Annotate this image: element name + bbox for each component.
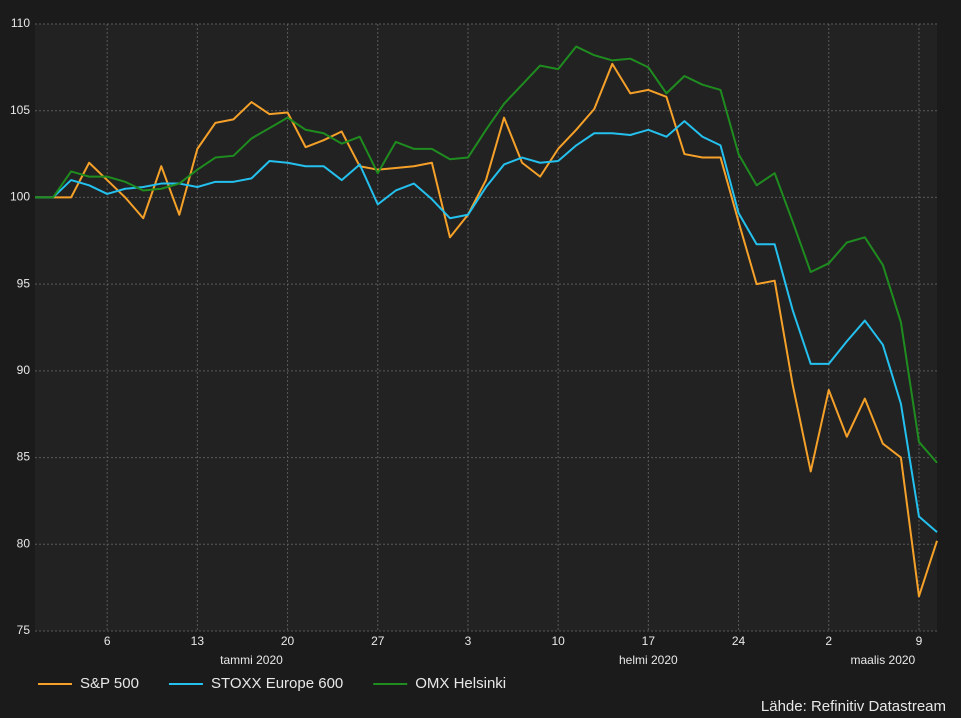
x-tick-label: 2 (825, 634, 832, 648)
month-label: maalis 2020 (851, 653, 916, 667)
y-tick-label: 105 (10, 103, 30, 117)
x-tick-label: 10 (551, 634, 565, 648)
month-label: helmi 2020 (619, 653, 678, 667)
series-line (35, 120, 938, 533)
y-tick-label: 95 (17, 276, 31, 290)
y-tick-label: 80 (17, 536, 31, 550)
x-tick-label: 13 (191, 634, 205, 648)
x-tick-label: 6 (104, 634, 111, 648)
plot-area (35, 24, 937, 631)
series-line (35, 62, 938, 598)
y-tick-label: 90 (17, 363, 31, 377)
month-label: tammi 2020 (220, 653, 283, 667)
legend-label: OMX Helsinki (415, 675, 506, 692)
source: Lähde: Refinitiv Datastream (761, 698, 946, 715)
x-tick-label: 24 (732, 634, 746, 648)
x-tick-label: 3 (465, 634, 472, 648)
y-tick-label: 100 (10, 190, 30, 204)
x-tick-label: 9 (916, 634, 923, 648)
legend-label: S&P 500 (80, 675, 139, 692)
x-tick-label: 27 (371, 634, 385, 648)
x-tick-label: 20 (281, 634, 295, 648)
y-tick-label: 75 (17, 623, 31, 637)
y-tick-label: 85 (17, 450, 31, 464)
series-line (35, 45, 938, 464)
x-tick-label: 17 (642, 634, 656, 648)
legend-label: STOXX Europe 600 (211, 675, 343, 692)
y-tick-label: 110 (11, 16, 30, 30)
